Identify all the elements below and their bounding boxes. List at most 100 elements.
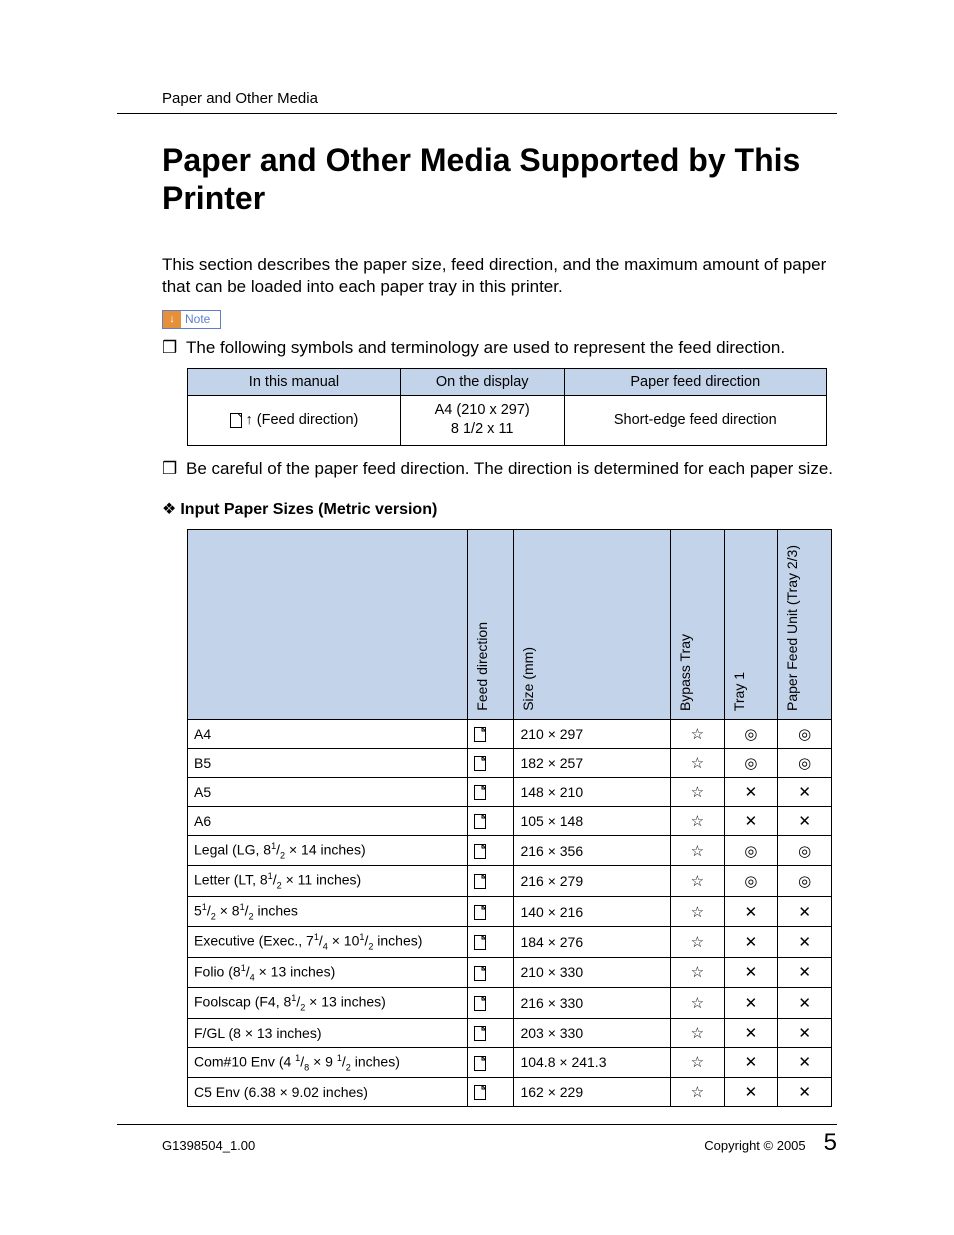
cell-name: A4 [188, 719, 468, 748]
cell-bypass: ☆ [670, 988, 724, 1018]
cell-bypass: ☆ [670, 806, 724, 835]
cell-feed [467, 988, 514, 1018]
page-footer: G1398504_1.00 Copyright © 2005 5 [117, 1124, 837, 1157]
th-feed-direction: Paper feed direction [564, 368, 826, 395]
cell-pfu: ✕ [778, 1047, 832, 1077]
th-tray-1: Tray 1 [724, 529, 778, 719]
cell-tray1: ✕ [724, 896, 778, 926]
page-portrait-icon [474, 812, 486, 829]
feed-direction-table: In this manual On the display Paper feed… [187, 368, 827, 446]
td-display-l2: 8 1/2 x 11 [451, 421, 514, 437]
up-arrow-icon: ↑ [246, 412, 253, 428]
cell-name: B5 [188, 748, 468, 777]
page-portrait-icon [474, 934, 486, 951]
cell-pfu: ◎ [778, 748, 832, 777]
cell-bypass: ☆ [670, 748, 724, 777]
cell-tray1: ✕ [724, 1078, 778, 1107]
bullet-item: ❒ The following symbols and terminology … [162, 337, 837, 360]
cell-size: 203 × 330 [514, 1018, 671, 1047]
th-bypass-tray: Bypass Tray [670, 529, 724, 719]
cell-name: Letter (LT, 81/2 × 11 inches) [188, 866, 468, 896]
cell-size: 210 × 330 [514, 957, 671, 987]
table-row: C5 Env (6.38 × 9.02 inches)162 × 229☆✕✕ [188, 1078, 832, 1107]
th-in-manual: In this manual [188, 368, 401, 395]
note-arrow-icon: ↓ [163, 311, 181, 328]
cell-size: 148 × 210 [514, 777, 671, 806]
cell-size: 140 × 216 [514, 896, 671, 926]
cell-bypass: ☆ [670, 866, 724, 896]
cell-tray1: ◎ [724, 719, 778, 748]
cell-tray1: ✕ [724, 806, 778, 835]
cell-feed [467, 748, 514, 777]
td-display-l1: A4 (210 x 297) [435, 402, 530, 418]
section-heading-text: Input Paper Sizes (Metric version) [180, 501, 437, 518]
cell-pfu: ✕ [778, 806, 832, 835]
cell-pfu: ◎ [778, 719, 832, 748]
cell-bypass: ☆ [670, 777, 724, 806]
cell-feed [467, 1047, 514, 1077]
cell-pfu: ✕ [778, 777, 832, 806]
table-row: Folio (81/4 × 13 inches)210 × 330☆✕✕ [188, 957, 832, 987]
cell-bypass: ☆ [670, 957, 724, 987]
cell-name: Com#10 Env (4 1/8 × 9 1/2 inches) [188, 1047, 468, 1077]
cell-pfu: ✕ [778, 988, 832, 1018]
page-portrait-icon [474, 783, 486, 800]
cell-feed [467, 957, 514, 987]
cell-feed [467, 806, 514, 835]
cell-pfu: ✕ [778, 896, 832, 926]
cell-tray1: ◎ [724, 748, 778, 777]
table-row: A4210 × 297☆◎◎ [188, 719, 832, 748]
diamond-icon: ❖ [162, 501, 176, 518]
cell-feed [467, 896, 514, 926]
cell-name: Executive (Exec., 71/4 × 101/2 inches) [188, 927, 468, 957]
td-feed-direction: Short-edge feed direction [564, 395, 826, 445]
cell-feed [467, 927, 514, 957]
cell-tray1: ◎ [724, 835, 778, 865]
cell-size: 216 × 279 [514, 866, 671, 896]
footer-rule [117, 1124, 837, 1125]
cell-pfu: ✕ [778, 927, 832, 957]
cell-tray1: ✕ [724, 1047, 778, 1077]
cell-feed [467, 866, 514, 896]
th-feed-direction: Feed direction [467, 529, 514, 719]
cell-size: 104.8 × 241.3 [514, 1047, 671, 1077]
page-portrait-icon [474, 842, 486, 859]
bullet-text: Be careful of the paper feed direction. … [186, 458, 837, 481]
th-paper-feed-unit: Paper Feed Unit (Tray 2/3) [778, 529, 832, 719]
cell-tray1: ◎ [724, 866, 778, 896]
note-label: Note [181, 312, 220, 326]
cell-size: 162 × 229 [514, 1078, 671, 1107]
cell-name: Legal (LG, 81/2 × 14 inches) [188, 835, 468, 865]
cell-bypass: ☆ [670, 835, 724, 865]
cell-tray1: ✕ [724, 988, 778, 1018]
section-heading: ❖Input Paper Sizes (Metric version) [162, 499, 837, 519]
page-portrait-icon [474, 754, 486, 771]
cell-size: 210 × 297 [514, 719, 671, 748]
page-title: Paper and Other Media Supported by This … [162, 142, 837, 218]
cell-name: A6 [188, 806, 468, 835]
header-rule [117, 113, 837, 114]
cell-size: 184 × 276 [514, 927, 671, 957]
table-row: Letter (LT, 81/2 × 11 inches) 216 × 279☆◎… [188, 866, 832, 896]
cell-feed [467, 1078, 514, 1107]
note-box: ↓ Note [162, 310, 221, 329]
cell-name: Folio (81/4 × 13 inches) [188, 957, 468, 987]
cell-size: 182 × 257 [514, 748, 671, 777]
page-portrait-icon [474, 725, 486, 742]
paper-sizes-table: Feed direction Size (mm) Bypass Tray Tra… [187, 529, 832, 1107]
cell-tray1: ✕ [724, 777, 778, 806]
cell-name: 51/2 × 81/2 inches [188, 896, 468, 926]
cell-tray1: ✕ [724, 927, 778, 957]
page-portrait-icon [474, 1024, 486, 1041]
cell-size: 105 × 148 [514, 806, 671, 835]
cell-pfu: ✕ [778, 1078, 832, 1107]
cell-name: C5 Env (6.38 × 9.02 inches) [188, 1078, 468, 1107]
cell-pfu: ◎ [778, 835, 832, 865]
cell-tray1: ✕ [724, 957, 778, 987]
th-on-display: On the display [400, 368, 564, 395]
td-on-display: A4 (210 x 297) 8 1/2 x 11 [400, 395, 564, 445]
table-row: F/GL (8 × 13 inches)203 × 330☆✕✕ [188, 1018, 832, 1047]
table-row: B5182 × 257☆◎◎ [188, 748, 832, 777]
page-portrait-icon [474, 994, 486, 1011]
cell-bypass: ☆ [670, 1018, 724, 1047]
